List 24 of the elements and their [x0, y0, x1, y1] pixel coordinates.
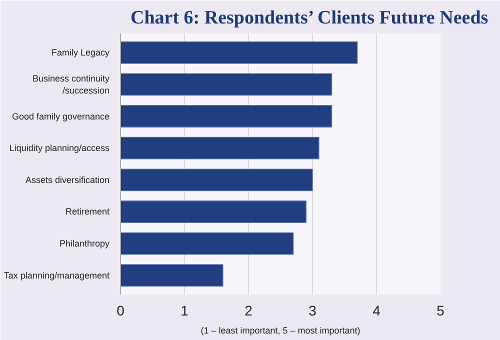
bar: [120, 136, 320, 160]
y-tick-label: Good family governance: [12, 111, 110, 122]
text: (1 – least important, 5 – most important): [200, 326, 360, 336]
y-tick-label: Business continuity /succession: [32, 73, 110, 96]
chart-title: Chart 6: Respondents’ Clients Future Needs: [130, 8, 488, 28]
x-tick-label: 1: [180, 302, 189, 318]
bar: [120, 168, 313, 192]
bar: [120, 200, 306, 223]
x-tick-label: 3: [308, 302, 317, 318]
x-tick-label: 5: [436, 302, 445, 318]
y-tick-label: Family Legacy: [51, 48, 110, 58]
bar: [120, 41, 358, 64]
bar: [120, 105, 332, 128]
x-tick-label: 4: [372, 302, 381, 318]
bar: [120, 232, 294, 255]
x-tick-label: 0: [116, 302, 125, 318]
bar: [120, 73, 332, 96]
bar: [120, 264, 224, 287]
x-tick-label: 2: [244, 302, 253, 318]
y-tick-label: Retirement: [65, 206, 110, 217]
y-tick-label: Assets diversification: [25, 174, 110, 185]
y-tick-label: Tax planning/management: [4, 270, 110, 280]
y-tick-label: Liquidity planning/access: [9, 143, 110, 154]
y-tick-label: Philanthropy: [59, 238, 110, 249]
